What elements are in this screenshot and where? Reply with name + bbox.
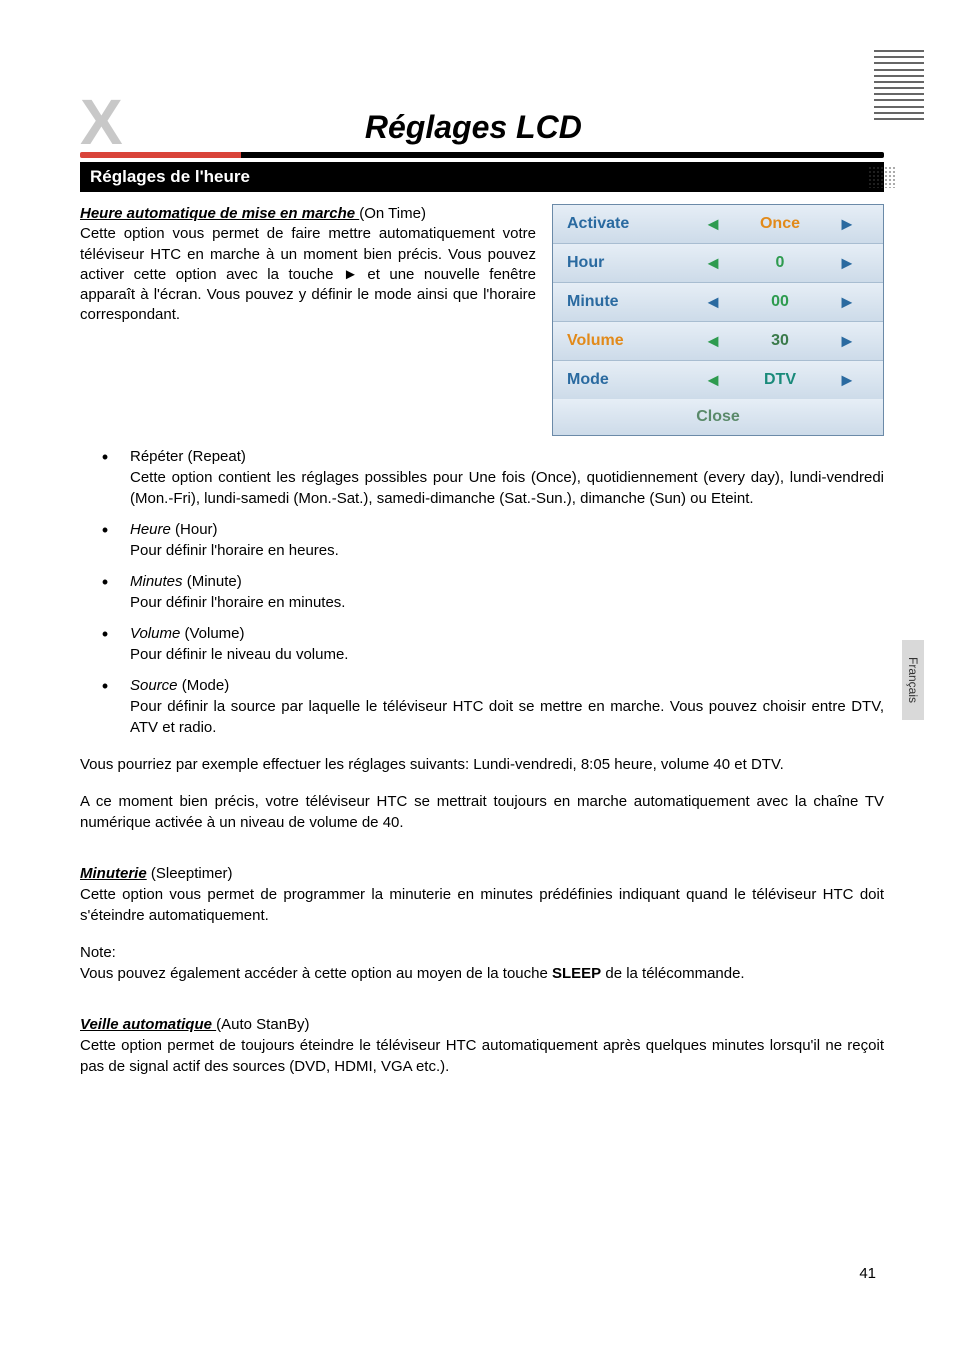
note-label: Note: — [80, 944, 116, 961]
bullet-body: Pour définir l'horaire en minutes. — [130, 594, 345, 611]
bullet-item: •Heure (Hour) Pour définir l'horaire en h… — [80, 519, 884, 561]
standby-heading: Veille automatique — [80, 1016, 216, 1033]
note-text-post: de la télécommande. — [601, 965, 744, 982]
osd-panel: Activate◄Once►Hour◄0►Minute◄00►Volume◄30… — [552, 204, 884, 436]
osd-row-control: ◄Once► — [677, 214, 883, 235]
bullet-dot-icon: • — [80, 446, 130, 509]
osd-row-value: 00 — [730, 293, 830, 311]
arrow-right-icon[interactable]: ► — [830, 214, 864, 235]
page-title: Réglages LCD — [137, 109, 810, 146]
standby-text: Cette option permet de toujours éteindre… — [80, 1037, 884, 1075]
note-bold: SLEEP — [552, 965, 601, 982]
bullet-heading-paren: (Mode) — [178, 677, 230, 694]
standby-block: Veille automatique (Auto StanBy) Cette o… — [80, 1014, 884, 1077]
bullet-heading: Source — [130, 677, 178, 694]
sleeptimer-heading: Minuterie — [80, 865, 147, 882]
bullet-item: •Source (Mode) Pour définir la source par… — [80, 675, 884, 738]
arrow-left-icon[interactable]: ◄ — [696, 292, 730, 313]
bullet-content: Minutes (Minute) Pour définir l'horaire e… — [130, 571, 884, 613]
intro-columns: Heure automatique de mise en marche (On … — [80, 204, 884, 436]
osd-row-label: Activate — [553, 215, 677, 233]
title-row: X Réglages LCD — [80, 90, 884, 154]
intro-text-column: Heure automatique de mise en marche (On … — [80, 204, 536, 436]
section-heading-text: Réglages de l'heure — [90, 167, 250, 186]
bullet-heading-paren: (Volume) — [180, 625, 244, 642]
osd-row: Activate◄Once► — [553, 205, 883, 244]
intro-heading: Heure automatique de mise en marche — [80, 205, 359, 222]
bullet-dot-icon: • — [80, 519, 130, 561]
osd-row-value: Once — [730, 215, 830, 233]
intro-body: Cette option vous permet de faire mettre… — [80, 225, 536, 323]
bullet-content: Répéter (Repeat) Cette option contient le… — [130, 446, 884, 509]
document-page: X Réglages LCD Réglages de l'heure Heure… — [0, 0, 954, 1352]
bullet-content: Volume (Volume) Pour définir le niveau du… — [130, 623, 884, 665]
osd-row-label: Hour — [553, 254, 677, 272]
section-heading: Réglages de l'heure — [80, 162, 884, 192]
bullet-heading: Répéter (Repeat) — [130, 448, 246, 465]
bullet-list: •Répéter (Repeat)Cette option contient l… — [80, 446, 884, 738]
bullet-heading: Volume — [130, 625, 180, 642]
registration-lines — [874, 50, 924, 120]
language-tab: Français — [902, 640, 924, 720]
osd-row: Mode◄DTV► — [553, 361, 883, 399]
bullet-heading-paren: (Hour) — [171, 521, 218, 538]
osd-row-control: ◄00► — [677, 292, 883, 313]
osd-row-control: ◄DTV► — [677, 370, 883, 391]
osd-row-label: Volume — [553, 332, 677, 350]
arrow-right-icon[interactable]: ► — [830, 253, 864, 274]
bullet-body: Pour définir le niveau du volume. — [130, 646, 348, 663]
sleeptimer-heading-paren: (Sleeptimer) — [147, 865, 233, 882]
osd-row-value: 30 — [730, 332, 830, 350]
example-paragraph-1: Vous pourriez par exemple effectuer les … — [80, 754, 884, 775]
bullet-heading-paren: (Minute) — [183, 573, 242, 590]
osd-row-value: DTV — [730, 371, 830, 389]
bullet-content: Source (Mode) Pour définir la source par … — [130, 675, 884, 738]
standby-heading-paren: (Auto StanBy) — [216, 1016, 309, 1033]
osd-row-control: ◄30► — [677, 331, 883, 352]
bullet-body: Pour définir l'horaire en heures. — [130, 542, 339, 559]
sleeptimer-text: Cette option vous permet de programmer l… — [80, 886, 884, 924]
intro-heading-paren: (On Time) — [359, 205, 426, 222]
bullet-body: Pour définir la source par laquelle le t… — [130, 698, 884, 736]
osd-close-button[interactable]: Close — [553, 399, 883, 435]
osd-row: Volume◄30► — [553, 322, 883, 361]
arrow-right-icon[interactable]: ► — [830, 292, 864, 313]
osd-row-label: Mode — [553, 371, 677, 389]
note-text-pre: Vous pouvez également accéder à cette op… — [80, 965, 552, 982]
bullet-heading: Minutes — [130, 573, 183, 590]
bullet-body: Cette option contient les réglages possi… — [130, 469, 884, 507]
osd-row-label: Minute — [553, 293, 677, 311]
example-paragraph-2: A ce moment bien précis, votre téléviseu… — [80, 791, 884, 833]
language-tab-label: Français — [906, 657, 920, 703]
section-bar-decoration — [868, 166, 896, 188]
bullet-dot-icon: • — [80, 623, 130, 665]
bullet-item: •Minutes (Minute) Pour définir l'horaire … — [80, 571, 884, 613]
bullet-dot-icon: • — [80, 571, 130, 613]
bullet-dot-icon: • — [80, 675, 130, 738]
bullet-heading: Heure — [130, 521, 171, 538]
osd-row: Minute◄00► — [553, 283, 883, 322]
bullet-content: Heure (Hour) Pour définir l'horaire en he… — [130, 519, 884, 561]
sleeptimer-block: Minuterie (Sleeptimer) Cette option vous… — [80, 863, 884, 926]
osd-row: Hour◄0► — [553, 244, 883, 283]
arrow-left-icon[interactable]: ◄ — [696, 253, 730, 274]
page-number: 41 — [859, 1265, 876, 1282]
osd-row-control: ◄0► — [677, 253, 883, 274]
logo-x-icon: X — [80, 90, 123, 154]
note-block: Note: Vous pouvez également accéder à ce… — [80, 942, 884, 984]
title-underline — [80, 152, 884, 158]
bullet-item: •Répéter (Repeat) Cette option contient l… — [80, 446, 884, 509]
arrow-left-icon[interactable]: ◄ — [696, 370, 730, 391]
arrow-right-icon[interactable]: ► — [830, 331, 864, 352]
arrow-right-icon[interactable]: ► — [830, 370, 864, 391]
arrow-left-icon[interactable]: ◄ — [696, 214, 730, 235]
bullet-item: •Volume (Volume) Pour définir le niveau d… — [80, 623, 884, 665]
osd-row-value: 0 — [730, 254, 830, 272]
arrow-left-icon[interactable]: ◄ — [696, 331, 730, 352]
